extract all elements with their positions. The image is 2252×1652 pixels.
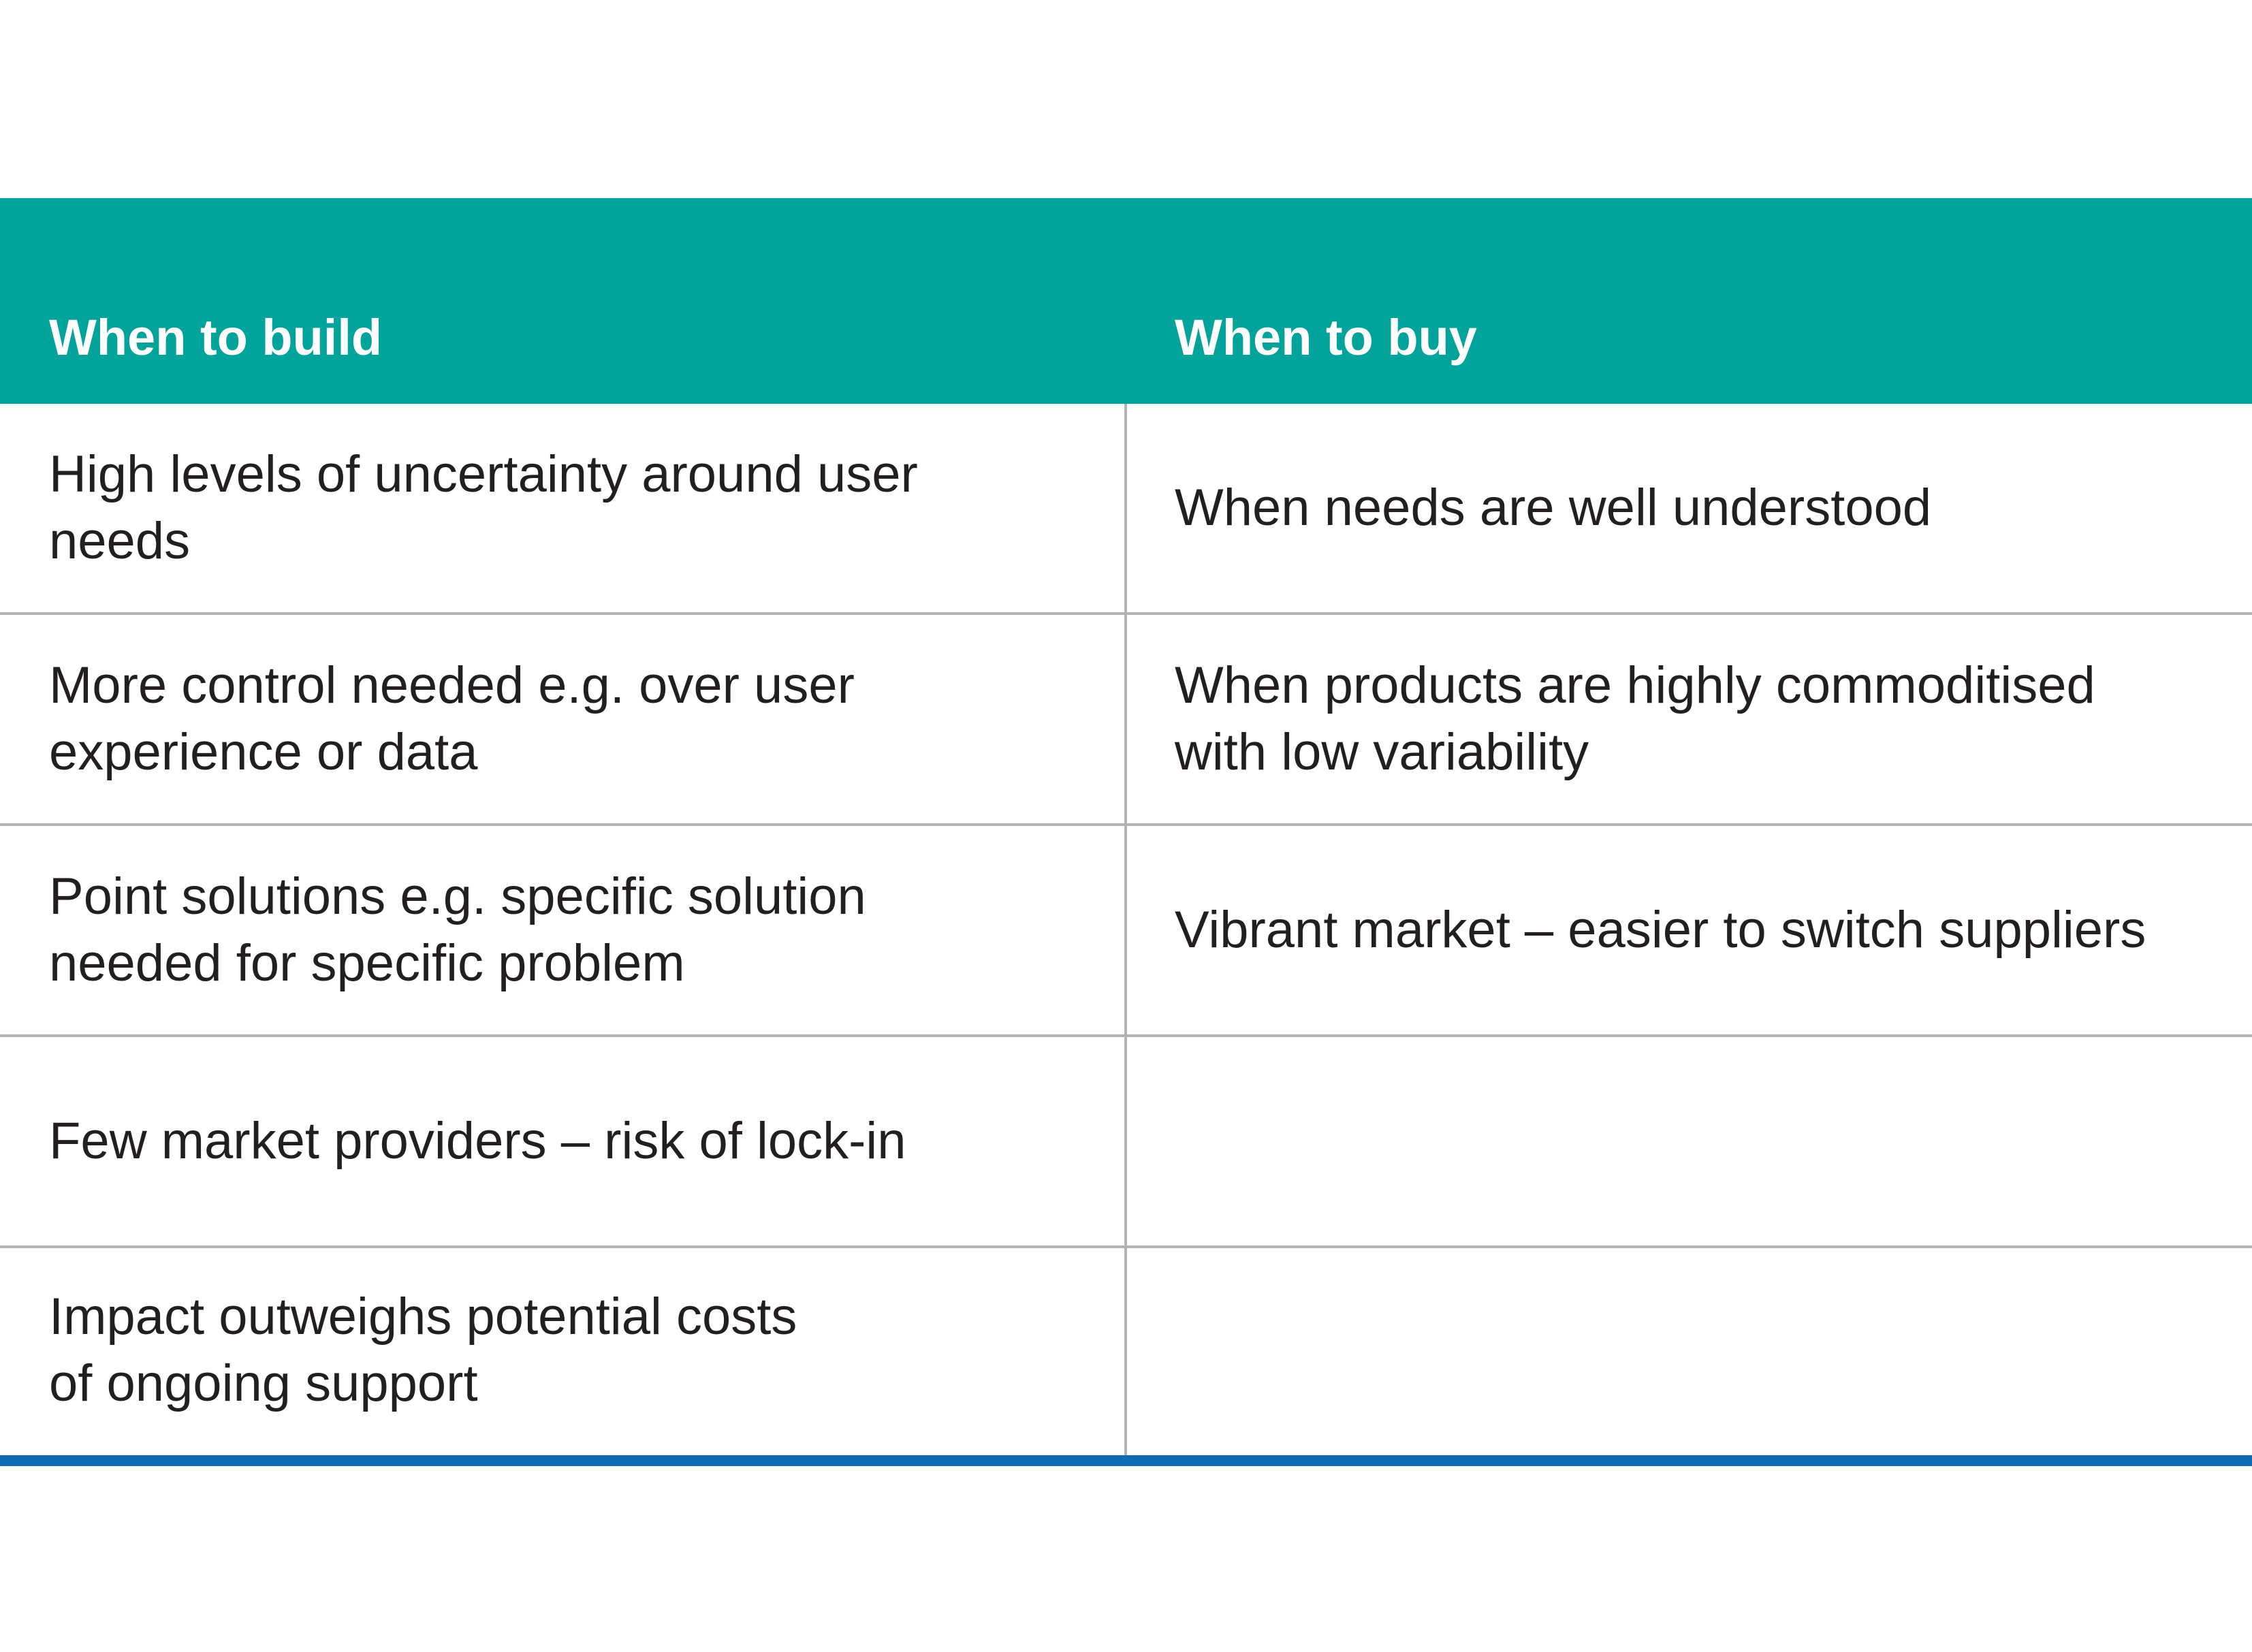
buy-text: When products are highly commoditised wi…	[1175, 656, 2095, 781]
build-cell: Few market providers – risk of lock-in	[49, 1037, 1071, 1245]
table-row: High levels of uncertainty around user n…	[0, 404, 2252, 615]
build-cell: Impact outweighs potential costs of ongo…	[49, 1248, 1071, 1452]
build-text: More control needed e.g. over user exper…	[49, 656, 855, 781]
column-divider	[1124, 404, 1127, 1457]
bottom-rule	[0, 1455, 2252, 1466]
buy-cell	[1175, 1037, 2230, 1245]
header-when-to-buy: When to buy	[1175, 309, 1477, 366]
build-cell: More control needed e.g. over user exper…	[49, 615, 1071, 823]
table-row: More control needed e.g. over user exper…	[0, 615, 2252, 826]
buy-text: When needs are well understood	[1175, 479, 1932, 537]
buy-cell: When needs are well understood	[1175, 404, 2230, 612]
build-text: Few market providers – risk of lock-in	[49, 1112, 906, 1170]
buy-cell	[1175, 1248, 2230, 1452]
build-vs-buy-table: When to build When to buy High levels of…	[0, 198, 2252, 1452]
build-text: High levels of uncertainty around user n…	[49, 445, 918, 570]
header-when-to-build: When to build	[49, 309, 383, 366]
table-header: When to build When to buy	[0, 198, 2252, 404]
build-cell: Point solutions e.g. specific solution n…	[49, 826, 1071, 1034]
table-row: Impact outweighs potential costs of ongo…	[0, 1248, 2252, 1452]
build-text: Point solutions e.g. specific solution n…	[49, 868, 866, 992]
build-text: Impact outweighs potential costs of ongo…	[49, 1288, 797, 1412]
buy-text: Vibrant market – easier to switch suppli…	[1175, 901, 2146, 959]
buy-cell: Vibrant market – easier to switch suppli…	[1175, 826, 2230, 1034]
buy-cell: When products are highly commoditised wi…	[1175, 615, 2230, 823]
table-row: Point solutions e.g. specific solution n…	[0, 826, 2252, 1037]
build-cell: High levels of uncertainty around user n…	[49, 404, 1071, 612]
